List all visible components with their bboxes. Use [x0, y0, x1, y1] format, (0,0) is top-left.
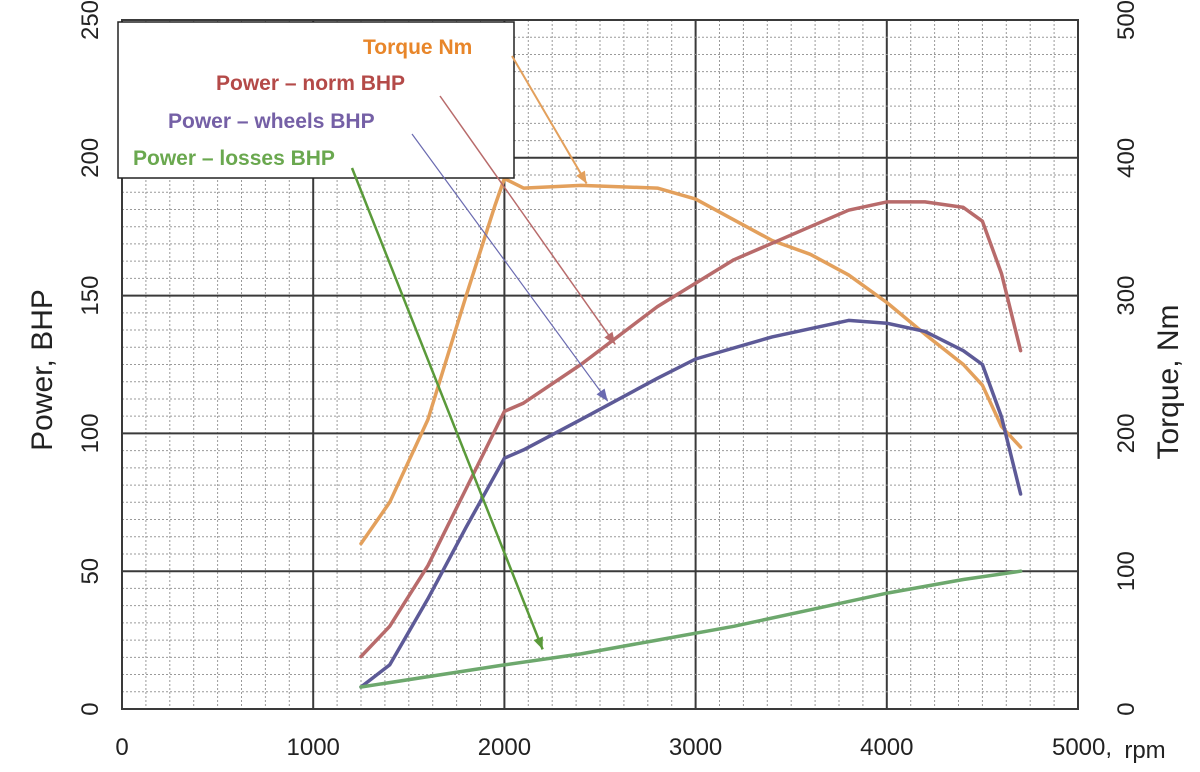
- y2-tick-label: 300: [1113, 276, 1140, 316]
- x-tick-label: 1000: [287, 734, 340, 761]
- legend-box: Torque Nm Power – norm BHP Power – wheel…: [117, 21, 515, 179]
- x-tick-label: 2000: [478, 734, 531, 761]
- series-lines: [359, 176, 1023, 689]
- y-tick-label: 0: [77, 702, 104, 715]
- legend-entry-power-wheels: Power – wheels BHP: [168, 110, 375, 133]
- x-tick-label: 5000,: [1052, 734, 1112, 761]
- y2-tick-label: 500: [1113, 0, 1140, 40]
- series-power-wheels-line: [359, 318, 1023, 689]
- y2-tick-label: 200: [1113, 413, 1140, 453]
- y2-tick-label: 100: [1113, 551, 1140, 591]
- grid: [121, 19, 1079, 710]
- legend-entry-power-losses: Power – losses BHP: [133, 147, 335, 170]
- y2-axis-label: Torque, Nm: [1152, 304, 1185, 459]
- pointer-arrow-power-norm-head: [604, 331, 616, 345]
- x-axis-label: rpm: [1124, 737, 1165, 764]
- x-tick-label: 0: [115, 734, 128, 761]
- series-power-norm-line: [359, 200, 1023, 659]
- legend-entry-power-norm: Power – norm BHP: [216, 72, 405, 95]
- pointer-arrow-torque: [511, 55, 588, 185]
- x-tick-label: 4000: [860, 734, 913, 761]
- legend-pointers: [350, 55, 616, 650]
- y-axis-label: Power, BHP: [26, 289, 59, 451]
- y-tick-label: 100: [77, 413, 104, 453]
- y-tick-label: 150: [77, 276, 104, 316]
- series-power-losses-line: [359, 569, 1023, 689]
- series-torque-line: [359, 176, 1023, 546]
- tick-labels: 0 1000 2000 3000 4000 5000, 0 50 100 150 200 250 0 10…: [77, 0, 1140, 761]
- y-tick-label: 250: [77, 0, 104, 40]
- pointer-arrow-torque-head: [576, 170, 587, 184]
- y-tick-label: 200: [77, 138, 104, 178]
- pointer-arrow-power-wheels-head: [596, 388, 608, 402]
- pointer-arrow-power-norm: [439, 95, 616, 345]
- y2-tick-label: 400: [1113, 138, 1140, 178]
- plot-frame: [121, 19, 1079, 710]
- y2-tick-label: 0: [1113, 702, 1140, 715]
- x-tick-label: 3000: [669, 734, 722, 761]
- y-tick-label: 50: [77, 558, 104, 585]
- legend-entry-torque: Torque Nm: [363, 36, 472, 59]
- pointer-arrow-power-losses-head: [533, 636, 543, 650]
- pointer-arrow-power-losses: [350, 167, 544, 650]
- pointer-arrow-power-wheels: [411, 133, 609, 402]
